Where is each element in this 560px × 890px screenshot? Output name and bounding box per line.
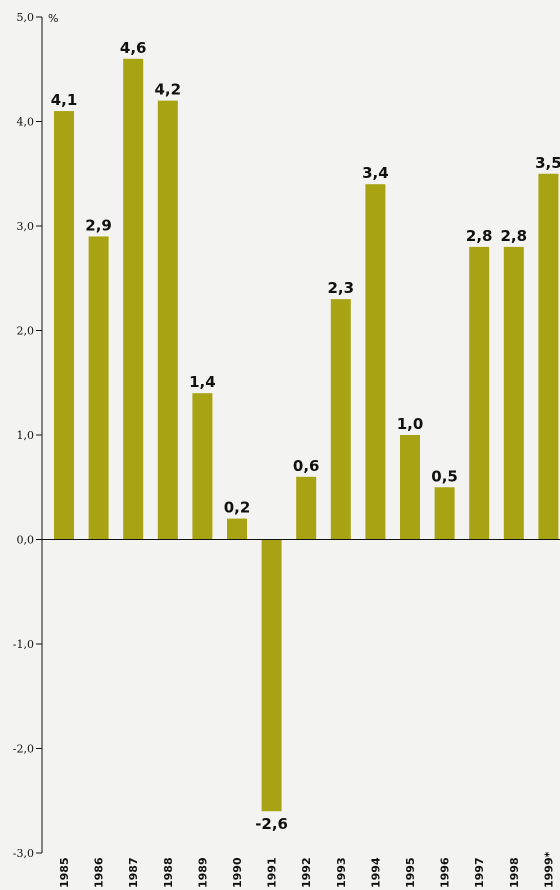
y-tick-label: 2,0	[17, 325, 35, 338]
bar-value-label: 2,8	[501, 227, 528, 245]
bar-value-label: 3,4	[362, 164, 389, 182]
bar-value-label: 2,8	[466, 227, 493, 245]
y-axis-unit-label: %	[48, 12, 58, 25]
bar-1992	[296, 476, 317, 540]
x-tick-label: 1991	[266, 857, 279, 888]
y-tick-label: -2,0	[13, 743, 34, 756]
x-tick-label: 1988	[162, 857, 175, 888]
bar-value-label: 2,3	[328, 279, 355, 297]
bar-value-label: 1,0	[397, 415, 424, 433]
y-tick-label: 3,0	[17, 220, 35, 233]
value-labels-group: 4,1 2,9 4,6 4,2 1,4 0,2 -2,6 0,6 2,3 3,4 1,0 0,5 2,8…	[51, 39, 560, 833]
x-tick-label: 1994	[369, 857, 382, 888]
bar-1997	[469, 246, 490, 540]
bars-group	[54, 58, 559, 812]
bar-value-label: 2,9	[85, 216, 112, 234]
bar-value-label: -2,6	[255, 815, 288, 833]
x-tick-label: 1996	[439, 857, 452, 888]
bar-1988	[157, 100, 178, 540]
x-tick-label: 1999*	[542, 851, 555, 888]
bar-value-label: 1,4	[189, 373, 216, 391]
y-tick-label: 0,0	[17, 534, 35, 547]
y-axis: 5,0 4,0 3,0 2,0 1,0 0,0 -1,0 -2,0 -3,0	[13, 11, 43, 860]
bar-value-label: 0,5	[431, 467, 458, 485]
x-tick-label: 1989	[196, 857, 209, 888]
bar-value-label: 0,6	[293, 457, 320, 475]
y-tick-label: -3,0	[13, 847, 34, 860]
x-tick-label: 1995	[404, 857, 417, 888]
x-tick-label: 1990	[231, 857, 244, 888]
x-tick-label: 1992	[300, 857, 313, 888]
x-axis-labels-group: 1985 1986 1987 1988 1989 1990 1991 1992 1993 1994…	[58, 851, 555, 888]
bar-1985	[54, 111, 74, 540]
bar-1986	[88, 236, 109, 540]
x-tick-label: 1993	[335, 857, 348, 888]
x-tick-label: 1997	[473, 857, 486, 888]
bar-1993	[330, 299, 351, 540]
x-tick-label: 1987	[127, 857, 140, 888]
y-tick-label: -1,0	[13, 638, 34, 651]
bar-value-label: 4,1	[51, 91, 78, 109]
x-tick-label: 1986	[93, 857, 106, 888]
y-tick-label: 1,0	[17, 429, 35, 442]
bar-1987	[123, 58, 144, 540]
y-tick-label: 5,0	[17, 11, 35, 24]
bar-value-label: 0,2	[224, 499, 251, 517]
bar-value-label: 3,5	[535, 154, 560, 172]
y-tick-label: 4,0	[17, 116, 35, 129]
bar-1999	[538, 173, 559, 540]
bar-value-label: 4,2	[155, 81, 182, 99]
x-tick-label: 1998	[508, 857, 521, 888]
x-tick-label: 1985	[58, 857, 71, 888]
bar-1991	[261, 539, 282, 812]
bar-1990	[227, 518, 247, 540]
bar-1994	[365, 184, 386, 540]
bar-value-label: 4,6	[120, 39, 147, 57]
bar-1998	[503, 246, 524, 540]
bar-1995	[400, 435, 420, 540]
bar-1996	[434, 487, 455, 540]
bar-1989	[192, 393, 213, 540]
